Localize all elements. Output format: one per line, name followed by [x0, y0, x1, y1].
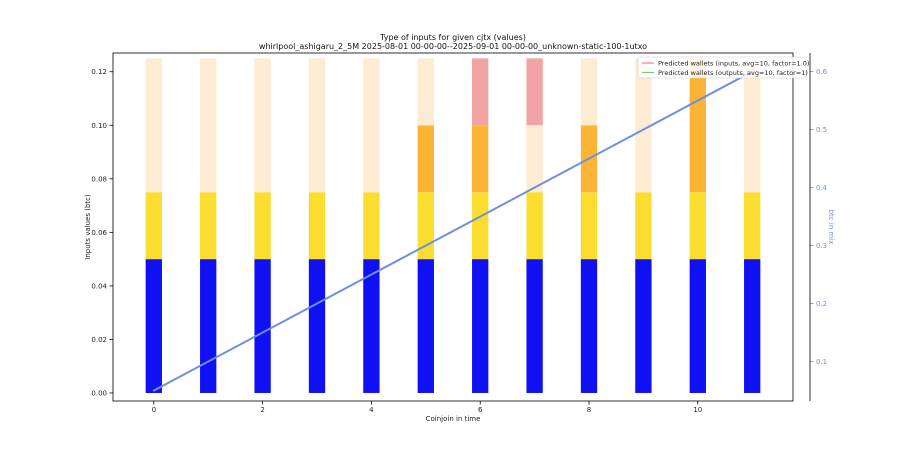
bar-segment	[417, 58, 434, 126]
y2-tick-label: 0.5	[816, 126, 827, 134]
bar-segment	[363, 192, 380, 260]
bar-segment	[363, 259, 380, 393]
y2-tick-label: 0.4	[816, 184, 828, 192]
bar-segment	[200, 192, 217, 260]
bar-segment	[689, 192, 706, 260]
x-tick-label: 0	[152, 406, 156, 414]
y-tick-label: 0.10	[91, 122, 107, 130]
bar-segment	[744, 58, 761, 193]
bar-segment	[689, 58, 706, 193]
bar-segment	[472, 58, 489, 126]
legend-box	[637, 56, 807, 79]
bar-segment	[580, 192, 598, 260]
y2-axis-label: btc in mix	[827, 210, 835, 245]
y2-tick-label: 0.6	[816, 68, 828, 76]
bar-segment	[145, 259, 162, 393]
bar-segment	[417, 259, 434, 393]
bar-segment	[689, 259, 706, 393]
bar-segment	[308, 192, 326, 260]
bars-group	[145, 58, 761, 393]
legend-label: Predicted wallets (inputs, avg=10, facto…	[658, 59, 809, 67]
bar-segment	[635, 192, 652, 260]
x-tick-label: 6	[478, 406, 483, 414]
bar-segment	[580, 259, 598, 393]
x-axis-label: Coinjoin in time	[426, 415, 481, 423]
bar-segment	[526, 192, 543, 260]
axes-group: 0 2 4 6 8 10 0.00 0.02 0.04 0.06 0.08 0.10 0.12 0.1 0.…	[91, 52, 828, 414]
chart-title: Type of inputs for given cjtx (values)	[379, 33, 526, 42]
bar-segment	[145, 192, 162, 260]
y2-tick-label: 0.2	[816, 300, 827, 308]
bar-segment	[308, 58, 326, 193]
x-tick-label: 10	[693, 406, 702, 414]
bar-segment	[308, 259, 326, 393]
bar-segment	[145, 58, 162, 193]
bar-segment	[526, 259, 543, 393]
y-tick-label: 0.00	[91, 389, 107, 397]
bar-segment	[580, 58, 598, 126]
bar-segment	[472, 259, 489, 393]
btc-in-mix-line	[152, 70, 754, 392]
line-layer	[152, 70, 754, 392]
bar-segment	[363, 58, 380, 193]
bar-segment	[254, 259, 271, 393]
plot-frame	[112, 52, 794, 402]
bar-segment	[254, 192, 271, 260]
x-tick-label: 2	[260, 406, 264, 414]
bar-segment	[744, 259, 761, 393]
y-tick-label: 0.12	[91, 68, 107, 76]
bar-segment	[200, 58, 217, 193]
bar-segment	[526, 125, 543, 193]
y-tick-label: 0.08	[91, 175, 107, 183]
y2-tick-label: 0.1	[816, 358, 827, 366]
legend-label: Predicted wallets (outputs, avg=10, fact…	[658, 69, 808, 77]
y-axis-label: Inputs values (btc)	[84, 194, 92, 260]
bar-segment	[526, 58, 543, 126]
bar-segment	[472, 125, 489, 193]
y-tick-label: 0.02	[91, 336, 107, 344]
bar-segment	[635, 259, 652, 393]
chart-subtitle: whirlpool_ashigaru_2_5M 2025-08-01 00-00…	[259, 42, 647, 51]
bar-segment	[417, 125, 434, 193]
y-tick-label: 0.04	[91, 282, 107, 290]
legend: Predicted wallets (inputs, avg=10, facto…	[637, 56, 809, 79]
y-tick-label: 0.06	[91, 229, 107, 237]
y2-tick-label: 0.3	[816, 242, 827, 250]
bar-segment	[635, 58, 652, 193]
bar-segment	[472, 192, 489, 260]
x-tick-label: 8	[587, 406, 591, 414]
x-tick-label: 4	[369, 406, 374, 414]
bar-segment	[254, 58, 271, 193]
bar-segment	[200, 259, 217, 393]
bar-segment	[744, 192, 761, 260]
